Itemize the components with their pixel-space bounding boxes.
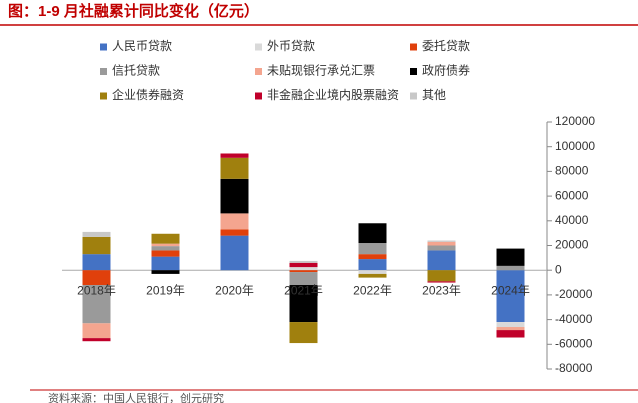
y-tick-label: -60000	[555, 336, 593, 350]
bar-segment	[82, 338, 111, 342]
bar-segment	[358, 259, 387, 271]
bar-segment	[358, 270, 387, 274]
bar-segment	[496, 270, 525, 323]
bar-segment	[151, 256, 180, 271]
bar-segment	[82, 285, 111, 324]
legend-swatch	[410, 43, 417, 51]
bar-segment	[82, 236, 111, 255]
bar-segment	[358, 254, 387, 260]
bar-segment	[220, 229, 249, 236]
y-tick-label: 60000	[555, 188, 589, 202]
y-tick-label: 80000	[555, 164, 589, 178]
legend-label: 外币贷款	[267, 39, 315, 53]
bar-segment	[358, 223, 387, 244]
bar-segment	[496, 322, 525, 328]
bar-segment	[151, 233, 180, 244]
legend-label: 非金融企业境内股票融资	[267, 87, 399, 102]
bar-segment	[427, 281, 456, 283]
legend-label: 未贴现银行承兑汇票	[267, 64, 375, 78]
y-tick-label: -40000	[555, 312, 593, 326]
bar-segment	[496, 327, 525, 331]
y-tick-label: -20000	[555, 287, 593, 301]
bar-segment	[289, 270, 318, 273]
bar-segment	[151, 246, 180, 251]
legend-label: 其他	[422, 88, 446, 102]
legend-swatch	[100, 43, 107, 51]
bar-segment	[496, 265, 525, 271]
bar-segment	[427, 240, 456, 242]
bar-segment	[289, 262, 318, 268]
bar-segment	[82, 270, 111, 286]
bar-segment	[289, 322, 318, 344]
legend-swatch	[255, 92, 262, 100]
bar-segment	[358, 243, 387, 255]
legend-label: 人民币贷款	[112, 39, 172, 53]
bar-segment	[289, 285, 318, 323]
x-tick-label: 2022年	[353, 283, 392, 297]
bar-segment	[151, 243, 180, 247]
bar-segment	[220, 235, 249, 271]
legend-swatch	[410, 68, 417, 75]
x-tick-label: 2023年	[422, 283, 461, 297]
bar-segment	[289, 267, 318, 271]
chart-title: 图：1-9 月社融累计同比变化（亿元）	[8, 2, 259, 20]
y-tick-label: 20000	[555, 238, 589, 252]
x-tick-label: 2019年	[146, 283, 185, 297]
bar-segment	[151, 250, 180, 257]
bar-segment	[427, 270, 456, 282]
legend-label: 政府债券	[422, 63, 470, 78]
legend-label: 信托贷款	[112, 64, 160, 78]
bar-segment	[427, 250, 456, 271]
x-tick-label: 2020年	[215, 283, 254, 297]
bar-segment	[289, 260, 318, 263]
bar-segment	[151, 270, 180, 274]
bar-segment	[82, 323, 111, 339]
bar-segment	[427, 241, 456, 246]
y-tick-label: 100000	[555, 139, 595, 153]
bar-segment	[427, 245, 456, 251]
bar-segment	[358, 273, 387, 278]
legend-label: 企业债券融资	[112, 87, 184, 102]
legend-swatch	[100, 68, 107, 75]
bar-segment	[220, 157, 249, 179]
bar-segment	[289, 272, 318, 286]
x-tick-label: 2024年	[491, 283, 530, 297]
bar-segment	[82, 231, 111, 237]
bar-segment	[220, 213, 249, 230]
y-tick-label: 40000	[555, 213, 589, 227]
y-tick-label: 120000	[555, 114, 595, 128]
y-tick-label: -80000	[555, 361, 593, 375]
legend-label: 委托贷款	[422, 39, 470, 53]
legend-swatch	[255, 68, 262, 75]
bar-segment	[220, 178, 249, 214]
legend-swatch	[255, 43, 262, 51]
bar-segment	[496, 330, 525, 338]
x-tick-label: 2021年	[284, 283, 323, 297]
y-tick-label: 0	[555, 262, 562, 276]
legend-swatch	[100, 92, 107, 100]
bar-segment	[496, 248, 525, 266]
bar-segment	[82, 254, 111, 271]
x-tick-label: 2018年	[77, 283, 116, 297]
legend-swatch	[410, 92, 417, 100]
source-note: 资料来源：中国人民银行，创元研究	[48, 391, 224, 403]
bar-segment	[220, 153, 249, 158]
